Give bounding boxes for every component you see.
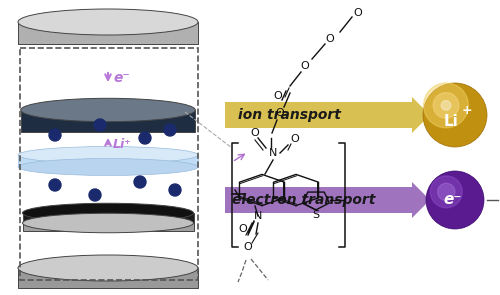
Ellipse shape (20, 98, 196, 122)
Text: O: O (354, 8, 362, 18)
Text: O: O (290, 134, 300, 144)
Text: O: O (276, 108, 284, 118)
Ellipse shape (18, 9, 198, 35)
Circle shape (164, 124, 176, 136)
Polygon shape (22, 223, 194, 231)
Polygon shape (18, 268, 198, 288)
Text: O: O (326, 34, 334, 44)
Circle shape (89, 189, 101, 201)
Circle shape (430, 176, 462, 208)
Ellipse shape (18, 255, 198, 281)
Circle shape (438, 183, 455, 201)
Circle shape (139, 132, 151, 144)
Polygon shape (22, 213, 194, 223)
Text: e⁻: e⁻ (113, 71, 130, 84)
Ellipse shape (22, 213, 194, 233)
Circle shape (433, 93, 459, 118)
Text: Li: Li (444, 114, 458, 129)
Ellipse shape (22, 203, 194, 223)
Circle shape (424, 83, 469, 128)
Polygon shape (18, 22, 198, 44)
Ellipse shape (18, 147, 198, 163)
Bar (20, 48, 198, 280)
Text: electron transport: electron transport (232, 193, 376, 207)
Circle shape (426, 171, 484, 229)
Ellipse shape (18, 158, 198, 176)
Text: ion transport: ion transport (238, 108, 341, 122)
Text: S: S (312, 210, 320, 220)
Circle shape (134, 176, 146, 188)
Text: e⁻: e⁻ (444, 193, 462, 207)
Text: N: N (254, 211, 262, 221)
Polygon shape (225, 182, 430, 218)
Text: O: O (244, 242, 252, 252)
Text: N: N (269, 148, 277, 158)
Text: O: O (238, 224, 248, 234)
Circle shape (94, 119, 106, 131)
Text: O: O (250, 128, 260, 138)
Circle shape (169, 184, 181, 196)
Polygon shape (18, 155, 198, 167)
Polygon shape (225, 97, 430, 133)
Polygon shape (20, 110, 196, 132)
Circle shape (423, 83, 487, 147)
Text: O: O (274, 91, 282, 101)
Circle shape (49, 179, 61, 191)
Text: +: + (462, 104, 472, 117)
Circle shape (441, 101, 451, 110)
Text: O: O (300, 61, 310, 71)
Text: Li⁺: Li⁺ (113, 138, 132, 152)
Circle shape (49, 129, 61, 141)
